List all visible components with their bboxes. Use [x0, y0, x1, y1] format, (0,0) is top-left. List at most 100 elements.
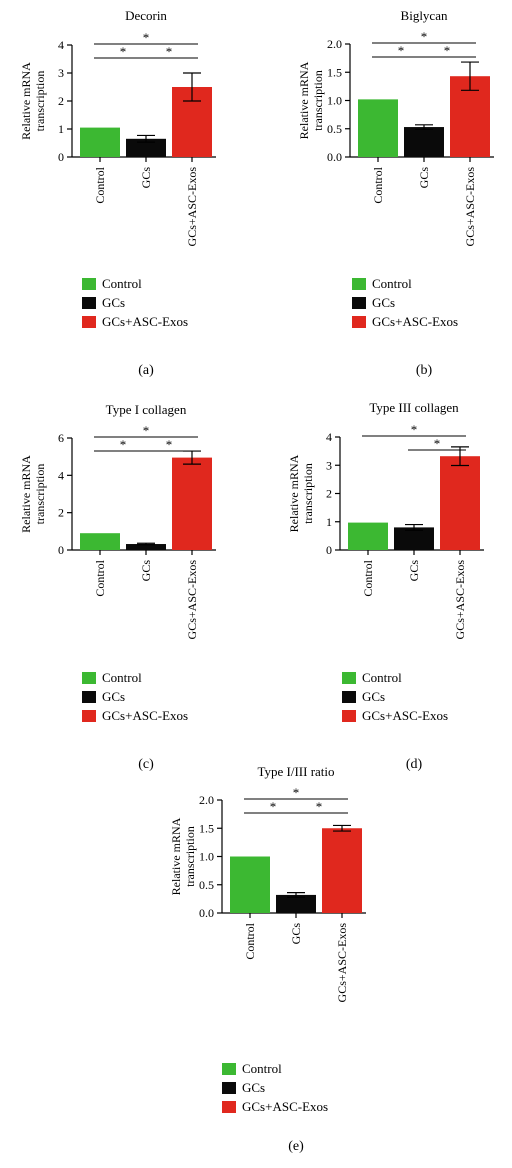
legend-swatch — [82, 710, 96, 722]
y-tick-label: 2.0 — [199, 793, 214, 807]
y-axis-label: Relative mRNAtranscription — [19, 62, 47, 140]
bar-gcs — [126, 138, 166, 157]
legend-swatch — [342, 672, 356, 684]
y-axis-label-line: Relative mRNA — [19, 62, 33, 140]
legend-label: GCs — [102, 689, 125, 704]
legend-swatch — [82, 316, 96, 328]
legend-label: GCs — [362, 689, 385, 704]
legend-swatch — [222, 1063, 236, 1075]
legend-label: GCs — [372, 295, 395, 310]
x-tick-label: Control — [93, 559, 107, 596]
significance-star: * — [166, 437, 173, 452]
y-tick-label: 3 — [326, 458, 332, 472]
legend-label: GCs+ASC-Exos — [362, 708, 448, 723]
bar-gcs-asc-exos — [172, 457, 212, 550]
significance-star: * — [444, 43, 451, 58]
legend-label: Control — [362, 670, 402, 685]
y-axis-label: Relative mRNAtranscription — [169, 817, 197, 895]
bar-control — [80, 127, 120, 157]
x-tick-label: GCs — [139, 167, 153, 189]
legend-swatch — [82, 672, 96, 684]
y-tick-label: 2 — [326, 487, 332, 501]
y-axis-label-line: Relative mRNA — [169, 817, 183, 895]
y-tick-label: 0 — [58, 150, 64, 164]
significance-star: * — [143, 423, 150, 438]
panel-label: (c) — [138, 757, 154, 772]
legend-swatch — [82, 691, 96, 703]
x-tick-label: GCs+ASC-Exos — [463, 167, 477, 247]
x-tick-label: Control — [361, 559, 375, 596]
chart-title: Type I collagen — [106, 402, 187, 417]
legend-swatch — [82, 297, 96, 309]
legend-swatch — [342, 691, 356, 703]
legend-swatch — [82, 278, 96, 290]
y-axis-label-line: Relative mRNA — [297, 61, 311, 139]
y-tick-label: 0.5 — [327, 122, 342, 136]
y-axis-label-line: transcription — [183, 826, 197, 887]
y-tick-label: 2 — [58, 506, 64, 520]
y-axis-label-line: transcription — [301, 463, 315, 524]
significance-star: * — [143, 30, 150, 45]
y-tick-label: 1.5 — [199, 821, 214, 835]
y-tick-label: 1 — [326, 515, 332, 529]
panel-label: (b) — [416, 363, 433, 378]
y-tick-label: 3 — [58, 66, 64, 80]
chart-panel-d: Type III collagen 0 1 2 3 4 Relative mRNAtrans… — [287, 400, 484, 772]
chart-title: Decorin — [125, 8, 167, 23]
y-tick-label: 4 — [58, 468, 64, 482]
x-tick-label: GCs+ASC-Exos — [185, 560, 199, 640]
chart-title: Biglycan — [401, 8, 448, 23]
legend-label: GCs — [242, 1080, 265, 1095]
y-axis-label-line: Relative mRNA — [19, 455, 33, 533]
x-tick-label: GCs+ASC-Exos — [335, 923, 349, 1003]
bar-gcs — [126, 544, 166, 550]
legend-swatch — [352, 278, 366, 290]
significance-star: * — [293, 785, 300, 800]
y-tick-label: 2 — [58, 94, 64, 108]
chart-title: Type I/III ratio — [257, 764, 334, 779]
legend-label: Control — [242, 1061, 282, 1076]
y-tick-label: 0 — [58, 543, 64, 557]
significance-star: * — [120, 437, 127, 452]
y-tick-label: 1.5 — [327, 65, 342, 79]
significance-star: * — [434, 436, 441, 451]
x-tick-label: Control — [93, 166, 107, 203]
legend-label: Control — [372, 276, 412, 291]
panel-label: (d) — [406, 757, 423, 772]
y-tick-label: 4 — [58, 38, 64, 52]
y-tick-label: 1.0 — [199, 850, 214, 864]
x-tick-label: Control — [243, 922, 257, 959]
chart-title: Type III collagen — [369, 400, 459, 415]
bar-gcs — [394, 527, 434, 550]
bar-control — [230, 856, 270, 913]
legend-label: GCs — [102, 295, 125, 310]
legend-swatch — [222, 1101, 236, 1113]
y-axis-label-line: transcription — [311, 70, 325, 131]
x-tick-label: GCs — [289, 923, 303, 945]
bar-control — [80, 533, 120, 550]
x-tick-label: GCs — [417, 167, 431, 189]
legend-swatch — [352, 316, 366, 328]
bar-gcs-asc-exos — [440, 456, 480, 550]
x-tick-label: Control — [371, 166, 385, 203]
y-tick-label: 6 — [58, 431, 64, 445]
legend-swatch — [222, 1082, 236, 1094]
significance-star: * — [120, 44, 127, 59]
legend-label: GCs+ASC-Exos — [102, 314, 188, 329]
legend-label: GCs+ASC-Exos — [242, 1099, 328, 1114]
y-tick-label: 1 — [58, 122, 64, 136]
y-tick-label: 0 — [326, 543, 332, 557]
legend-swatch — [352, 297, 366, 309]
y-tick-label: 4 — [326, 430, 332, 444]
significance-star: * — [316, 799, 323, 814]
y-axis-label: Relative mRNAtranscription — [19, 455, 47, 533]
bar-control — [358, 99, 398, 157]
bar-gcs — [404, 127, 444, 157]
legend-swatch — [342, 710, 356, 722]
x-tick-label: GCs+ASC-Exos — [185, 167, 199, 247]
y-tick-label: 1.0 — [327, 94, 342, 108]
bar-gcs — [276, 894, 316, 913]
panel-label: (e) — [288, 1139, 304, 1154]
